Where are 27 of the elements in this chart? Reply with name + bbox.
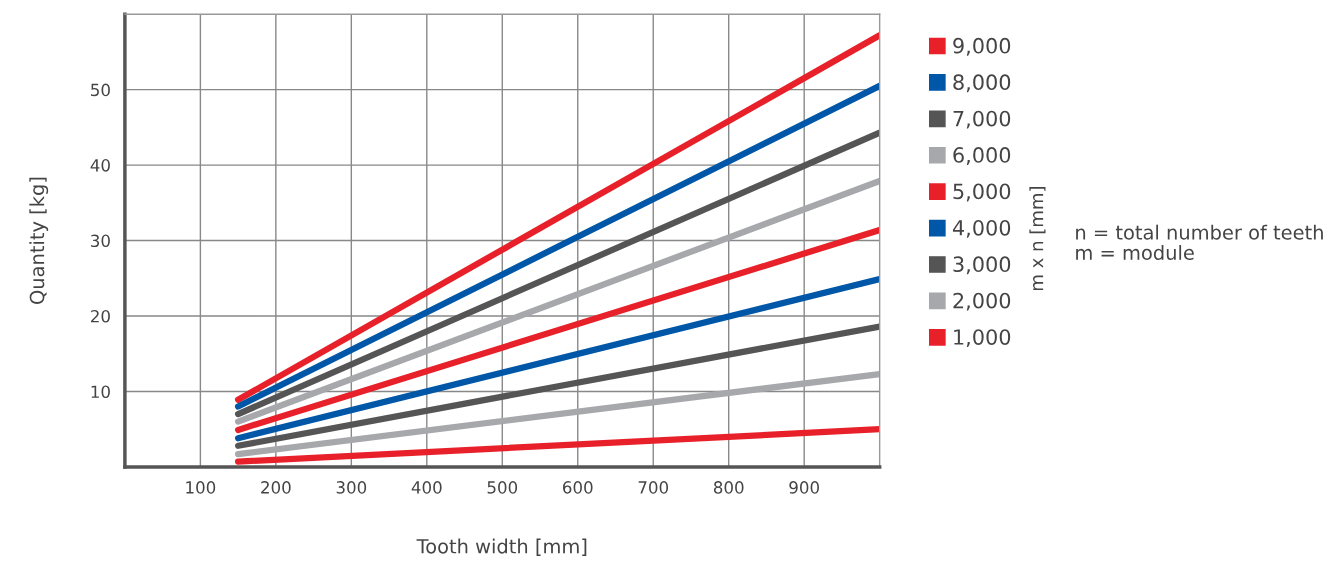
x-tick-label: 800: [713, 481, 744, 494]
legend-label: 4,000: [952, 219, 1011, 238]
x-tick-label: 300: [336, 481, 367, 494]
x-tick-label: 400: [411, 481, 442, 494]
x-tick-label: 200: [261, 481, 291, 494]
x-tick-label: 900: [789, 481, 819, 494]
legend-label: 5,000: [953, 183, 1011, 202]
y-tick-label: 20: [91, 309, 110, 323]
legend-label: 9,000: [953, 37, 1011, 56]
x-tick-label: 100: [186, 481, 216, 494]
legend-label: 6,000: [953, 147, 1011, 165]
x-axis-title: Tooth width [mm]: [416, 538, 587, 556]
legend-label: 7,000: [953, 110, 1011, 129]
x-tick-label: 700: [638, 481, 669, 494]
y-tick-label: 10: [91, 385, 110, 399]
legend-label: 3,000: [953, 256, 1011, 275]
legend-label: 2,000: [953, 292, 1011, 311]
x-tick-label: 500: [487, 481, 518, 494]
y-tick-label: 50: [91, 83, 110, 97]
y-tick-label: 30: [91, 234, 110, 248]
legend-title: m x n [mm]: [1029, 187, 1046, 291]
y-axis-title: Quantity [kg]: [29, 177, 49, 304]
x-tick-label: 600: [563, 481, 593, 494]
legend-label: 8,000: [953, 74, 1011, 93]
y-tick-label: 40: [90, 159, 110, 172]
legend-label: 1,000: [954, 329, 1011, 348]
text: n = total number of teeth m = module: [1076, 224, 1323, 261]
